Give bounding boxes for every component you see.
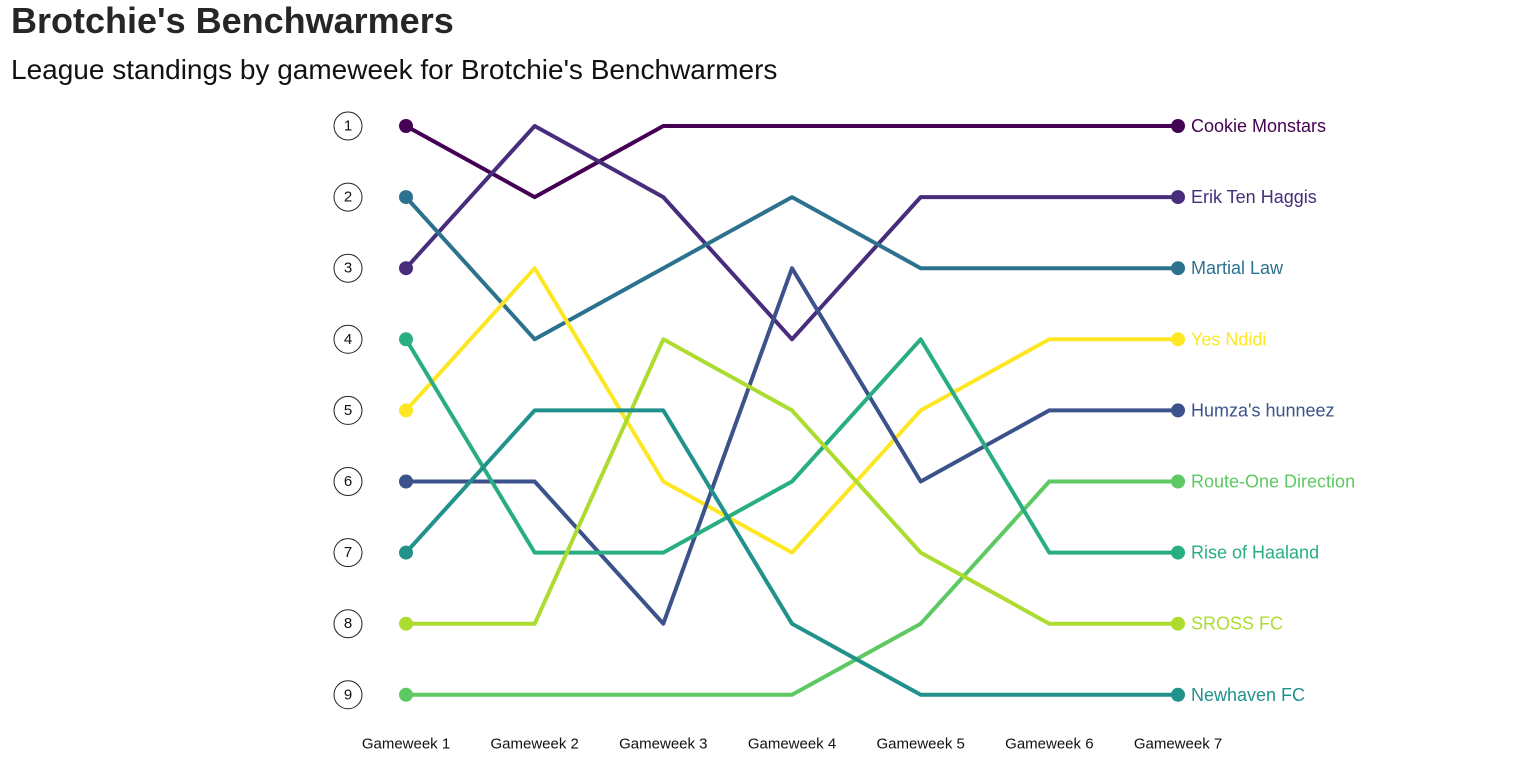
rank-label-2: 2 xyxy=(344,189,352,206)
rank-axis: 1 2 3 4 5 6 7 8 9 xyxy=(333,111,363,710)
series-end-point-erik-ten-haggis xyxy=(1171,190,1186,205)
x-tick-label: Gameweek 5 xyxy=(876,736,964,753)
series-start-point-route-one-direction xyxy=(399,687,413,702)
series-label-yes-ndidi: Yes Ndidi xyxy=(1191,329,1266,349)
rank-marker-8 xyxy=(333,609,363,639)
series-end-point-yes-ndidi xyxy=(1171,332,1186,347)
x-tick-label: Gameweek 4 xyxy=(748,736,836,753)
series-lines xyxy=(404,124,1180,697)
series-end-point-humza-s-hunneez xyxy=(1171,403,1186,418)
series-end-point-cookie-monstars xyxy=(1171,119,1186,133)
series-start-point-yes-ndidi xyxy=(399,403,413,418)
rank-marker-4 xyxy=(333,324,363,354)
series-label-cookie-monstars: Cookie Monstars xyxy=(1191,116,1326,136)
rank-label-5: 5 xyxy=(344,402,352,419)
series-end-point-sross-fc xyxy=(1171,616,1186,631)
rank-label-7: 7 xyxy=(344,544,352,561)
x-tick-label: Gameweek 3 xyxy=(619,736,707,753)
series-start-point-erik-ten-haggis xyxy=(399,261,413,276)
rank-marker-1 xyxy=(333,111,363,141)
x-tick-label: Gameweek 2 xyxy=(490,736,578,753)
series-start-point-cookie-monstars xyxy=(399,119,413,133)
series-start-point-martial-law xyxy=(399,190,413,205)
rank-marker-7 xyxy=(333,538,363,568)
series-line-route-one-direction xyxy=(404,479,1180,697)
series-start-point-sross-fc xyxy=(399,616,413,631)
series-label-route-one-direction: Route-One Direction xyxy=(1191,472,1355,492)
rank-label-4: 4 xyxy=(344,331,352,348)
rank-marker-6 xyxy=(333,467,363,496)
x-tick-label: Gameweek 7 xyxy=(1134,736,1222,753)
rank-marker-3 xyxy=(333,253,363,283)
series-line-sross-fc xyxy=(404,337,1180,626)
x-axis: Gameweek 1 Gameweek 2 Gameweek 3 Gameweek 4… xyxy=(362,736,1222,753)
series-label-newhaven-fc: Newhaven FC xyxy=(1191,685,1305,705)
series-line-cookie-monstars xyxy=(404,124,1180,200)
series-points xyxy=(399,119,1186,702)
series-end-point-route-one-direction xyxy=(1171,474,1186,489)
rank-label-3: 3 xyxy=(344,260,352,277)
series-end-point-newhaven-fc xyxy=(1171,687,1186,702)
rank-label-8: 8 xyxy=(344,615,352,632)
series-start-point-humza-s-hunneez xyxy=(399,474,413,489)
series-line-martial-law xyxy=(404,195,1180,342)
series-label-sross-fc: SROSS FC xyxy=(1191,614,1283,634)
series-line-humza-s-hunneez xyxy=(404,266,1180,626)
series-line-rise-of-haaland xyxy=(404,337,1180,555)
series-label-rise-of-haaland: Rise of Haaland xyxy=(1191,543,1319,563)
rank-marker-9 xyxy=(333,680,363,710)
series-label-erik-ten-haggis: Erik Ten Haggis xyxy=(1191,187,1317,207)
series-label-humza-s-hunneez: Humza's hunneez xyxy=(1191,400,1335,420)
series-line-erik-ten-haggis xyxy=(404,124,1180,342)
series-end-point-rise-of-haaland xyxy=(1171,545,1186,560)
chart-subtitle: League standings by gameweek for Brotchi… xyxy=(11,54,778,85)
x-tick-label: Gameweek 1 xyxy=(362,736,450,753)
series-end-point-martial-law xyxy=(1171,261,1186,276)
rank-marker-2 xyxy=(333,182,363,212)
series-label-martial-law: Martial Law xyxy=(1191,258,1284,278)
series-line-yes-ndidi xyxy=(404,266,1180,555)
series-start-point-rise-of-haaland xyxy=(399,332,413,347)
chart-title: Brotchie's Benchwarmers xyxy=(11,0,454,41)
rank-label-6: 6 xyxy=(344,473,352,490)
series-start-point-newhaven-fc xyxy=(399,545,413,560)
rank-label-9: 9 xyxy=(344,686,352,703)
rank-marker-5 xyxy=(333,395,363,425)
rank-label-1: 1 xyxy=(344,118,352,135)
x-tick-label: Gameweek 6 xyxy=(1005,736,1093,753)
series-line-newhaven-fc xyxy=(404,408,1180,697)
series-end-labels: Cookie Monstars Erik Ten Haggis Martial La… xyxy=(1191,116,1355,705)
